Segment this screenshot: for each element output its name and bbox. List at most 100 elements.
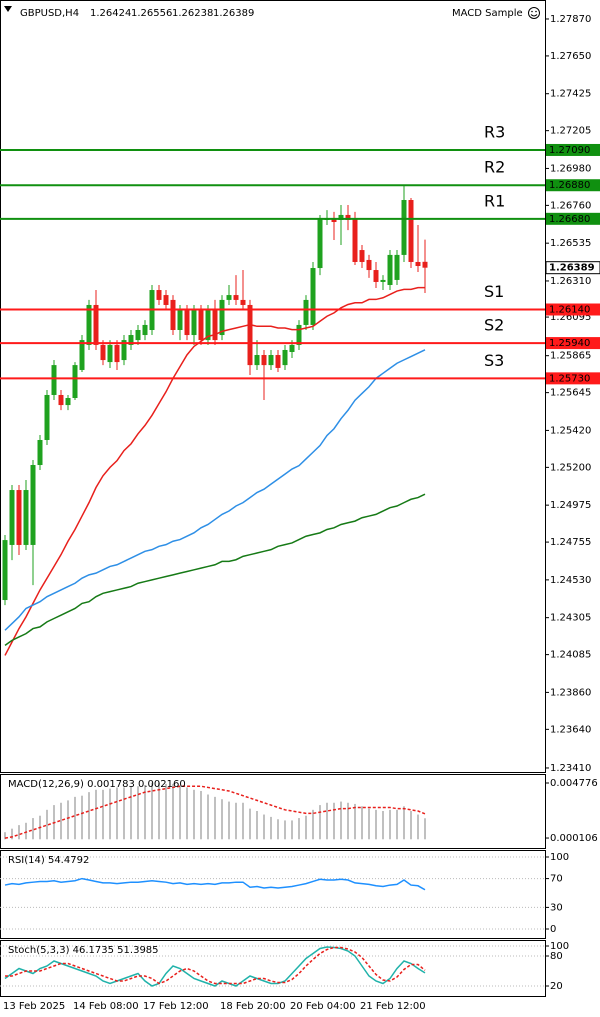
y-tick-label: 1.24975 [550,500,591,511]
macd-bar [200,790,202,840]
candle-body [65,398,71,406]
indicator-line [4,946,426,987]
y-tick-label: 20 [550,981,563,992]
candle-body [23,490,29,545]
candle-body [394,254,400,280]
macd-bar [74,796,76,840]
macd-bar [151,782,153,840]
level-price: 1.27090 [549,145,590,156]
macd-bar [284,820,286,840]
candle-body [415,261,421,267]
expert-name: MACD Sample [452,8,523,19]
y-tick-label: 0.004776 [550,778,598,789]
y-tick-label: 1.26095 [550,312,591,323]
close-price: 1.26389 [213,8,254,19]
low-price: 1.26238 [172,8,213,19]
y-tick-label: 80 [550,951,563,962]
candle-body [282,349,288,366]
y-tick-label: 0 [550,924,556,935]
macd-bar [67,800,69,840]
y-tick-label: 0.000106 [550,833,598,844]
macd-bar [291,820,293,840]
macd-bar [319,805,321,840]
candle-body [51,365,57,395]
candle-body [212,310,218,341]
candle-body [135,329,141,341]
panel-frame [0,774,546,849]
candle-body [317,217,323,269]
y-tick-label: 1.24530 [550,575,591,586]
candle-body [58,394,64,406]
y-tick-label: 1.26980 [550,163,591,174]
level-tag [546,179,600,192]
candle-body [44,394,50,440]
y-tick-label: 1.26310 [550,276,591,287]
level-price: 1.26880 [549,180,590,191]
candle-body [86,304,92,345]
candle-body [72,365,78,399]
macd-bar [347,802,349,840]
macd-bar [95,789,97,840]
level-name: S3 [484,351,504,370]
time-label: 13 Feb 2025 [3,1001,65,1012]
macd-bar [410,811,412,840]
candle-body [226,295,232,300]
indicator-line [4,877,426,891]
macd-bar [109,788,111,840]
candle-body [107,344,113,363]
macd-bar [60,802,62,840]
level-tag [546,337,600,350]
macd-bar [375,809,377,840]
macd-bar [165,783,167,840]
candle-body [387,254,393,285]
candle-body [296,324,302,345]
panel-frame [0,850,546,939]
macd-bar [326,802,328,840]
candle-body [184,310,190,336]
menu-arrow[interactable] [4,6,12,12]
macd-bar [424,818,426,840]
indicator-title: MACD(12,26,9) 0.001783 0.002160 [8,779,186,790]
y-tick-label: 1.27425 [550,89,591,100]
macd-bar [214,796,216,840]
macd-bar [18,825,20,840]
level-tag [546,372,600,385]
level-tag [546,143,600,156]
y-tick-label: 1.23640 [550,724,591,735]
candle-body [275,355,281,368]
level-price: 1.25940 [549,338,590,349]
level-name: R3 [484,122,505,141]
candle-body [359,250,365,262]
macd-bar [172,783,174,840]
candle-body [30,465,36,545]
macd-bar [193,789,195,840]
level-price: 1.26140 [549,305,590,316]
macd-bar [102,789,104,840]
level-price: 1.25730 [549,373,590,384]
candle-body [128,335,134,345]
macd-bar [123,787,125,840]
macd-bar [389,809,391,840]
macd-bar [361,806,363,840]
macd-bar [298,818,300,840]
candle-body [352,217,358,262]
macd-bar [130,786,132,840]
y-tick-label: 1.23410 [550,763,591,774]
candle-body [261,355,267,366]
macd-bar [186,787,188,840]
macd-bar [46,809,48,840]
y-tick-label: 1.27650 [550,51,591,62]
level-name: S2 [484,316,504,335]
macd-bar [340,801,342,840]
y-tick-label: 100 [550,941,569,952]
open-price: 1.26424 [90,8,131,19]
candle-body [380,279,386,282]
y-tick-label: 1.27205 [550,126,591,137]
macd-bar [144,785,146,840]
macd-bar [403,806,405,840]
candle-body [345,214,351,220]
macd-bar [368,808,370,840]
level-name: R2 [484,158,505,177]
indicator-line [5,946,426,985]
